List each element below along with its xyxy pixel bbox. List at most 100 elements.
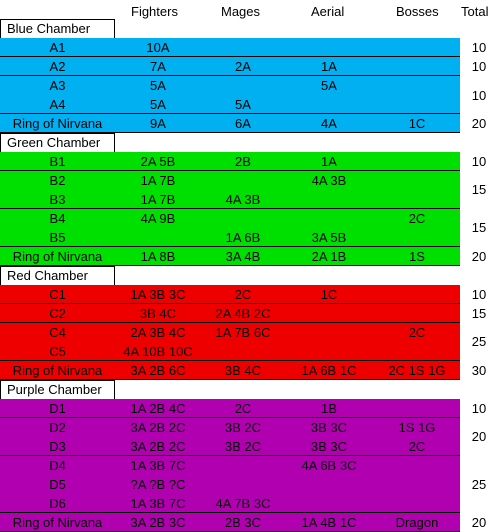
cell-name: D6 — [49, 496, 66, 511]
cell-name: B1 — [49, 154, 66, 169]
cell-bosses — [361, 95, 473, 114]
cell-fighters: 3A 2B 2C — [130, 420, 186, 435]
cell-name: Ring of Nirvana — [12, 116, 103, 131]
cell-mages: 3B 2C — [224, 420, 262, 435]
table-row: A2 7A 2A 1A — [0, 57, 500, 76]
cell-fighters: ?A ?B ?C — [130, 477, 186, 492]
row-band — [0, 304, 460, 323]
cell-name: Ring of Nirvana — [12, 363, 103, 378]
cell-fighters: 1A 8B — [140, 249, 176, 264]
total-value: 10 — [471, 287, 487, 302]
row-band — [0, 285, 460, 304]
cell-name: A4 — [49, 97, 66, 112]
total-value: 20 — [471, 249, 487, 264]
cell-fighters: 4A 10B 10C — [123, 344, 193, 359]
cell-name: D5 — [49, 477, 66, 492]
cell-name: B5 — [49, 230, 66, 245]
row-band — [0, 247, 460, 266]
cell-fighters: 3A 2B 2C — [130, 439, 186, 454]
cell-name: D2 — [49, 420, 66, 435]
table-row: C2 3B 4C 2A 4B 2C — [0, 304, 500, 323]
cell-fighters: 2A 5B — [140, 154, 176, 169]
cell-aerial: 3B 3C — [310, 420, 348, 435]
cell-aerial: 1A 4B 1C — [301, 515, 357, 530]
table-row: B5 1A 6B 3A 5B — [0, 228, 500, 247]
cell-fighters: 10A — [146, 40, 170, 55]
cell-name: D3 — [49, 439, 66, 454]
cell-fighters: 1A 7B — [140, 173, 176, 188]
cell-bosses — [361, 399, 473, 418]
cell-aerial: 1A — [321, 154, 337, 169]
row-band — [0, 418, 460, 456]
table-row: D4 1A 3B 7C 4A 6B 3C — [0, 456, 500, 475]
table-row: D1 1A 2B 4C 2C 1B — [0, 399, 500, 418]
cell-bosses: 2C 1S 1G — [388, 363, 446, 378]
table-row: C4 2A 3B 4C 1A 7B 6C 2C — [0, 323, 500, 342]
cell-name: Ring of Nirvana — [12, 249, 103, 264]
row-band — [0, 57, 460, 76]
cell-aerial: 3B 3C — [310, 439, 348, 454]
cell-aerial: 4A 6B 3C — [301, 458, 357, 473]
table-row: C1 1A 3B 3C 2C 1C — [0, 285, 500, 304]
cell-mages: 4A 7B 3C — [215, 496, 271, 511]
section-title: Blue Chamber — [0, 19, 115, 38]
row-band — [0, 361, 460, 380]
cell-fighters: 1A 3B 7C — [130, 458, 186, 473]
cell-name: B2 — [49, 173, 66, 188]
cell-aerial: 1A — [321, 59, 337, 74]
cell-name: A1 — [49, 40, 66, 55]
table-row: D5 ?A ?B ?C — [0, 475, 500, 494]
cell-fighters: 3A 2B 6C — [130, 363, 186, 378]
cell-fighters: 5A — [150, 97, 166, 112]
cell-mages: 2A 4B 2C — [215, 306, 271, 321]
total-value: 10 — [471, 154, 487, 169]
total-value: 15 — [471, 182, 487, 197]
total-value: 25 — [471, 334, 487, 349]
total-value: 20 — [471, 429, 487, 444]
cell-mages: 2A — [235, 59, 251, 74]
cell-mages: 2B 3C — [224, 515, 262, 530]
cell-aerial: 1A 6B 1C — [301, 363, 357, 378]
row-band — [0, 76, 460, 114]
total-value: 30 — [471, 363, 487, 378]
total-value: 10 — [471, 40, 487, 55]
cell-mages: 3B 2C — [224, 439, 262, 454]
header-total: Total — [461, 4, 489, 19]
cell-fighters: 4A 9B — [140, 211, 176, 226]
row-band — [0, 38, 460, 57]
row-band — [0, 152, 460, 171]
cell-bosses — [361, 190, 473, 209]
cell-mages: 6A — [235, 116, 251, 131]
table-row: B4 4A 9B 2C — [0, 209, 500, 228]
section-title: Green Chamber — [0, 133, 115, 152]
cell-bosses — [361, 76, 473, 95]
total-value: 25 — [471, 477, 487, 492]
cell-aerial: 5A — [321, 78, 337, 93]
cell-fighters: 9A — [150, 116, 166, 131]
column-header-row: Fighters Mages Aerial Bosses Total — [0, 0, 500, 19]
cell-bosses: 2C — [408, 211, 426, 226]
cell-bosses: 2C — [408, 325, 426, 340]
table-row: Ring of Nirvana 9A 6A 4A 1C — [0, 114, 500, 133]
table-row: Ring of Nirvana 1A 8B 3A 4B 2A 1B 1S — [0, 247, 500, 266]
table-row: D3 3A 2B 2C 3B 2C 3B 3C 2C — [0, 437, 500, 456]
total-value: 10 — [471, 59, 487, 74]
cell-bosses — [361, 342, 473, 361]
header-mages: Mages — [221, 4, 261, 19]
cell-mages: 3B 4C — [224, 363, 262, 378]
table-row: Ring of Nirvana 3A 2B 6C 3B 4C 1A 6B 1C … — [0, 361, 500, 380]
total-value: 15 — [471, 220, 487, 235]
cell-name: B4 — [49, 211, 66, 226]
cell-bosses — [361, 228, 473, 247]
cell-name: D1 — [49, 401, 66, 416]
cell-fighters: 5A — [150, 78, 166, 93]
table-row: A1 10A — [0, 38, 500, 57]
header-bosses: Bosses — [396, 4, 439, 19]
row-band — [0, 209, 460, 247]
row-band — [0, 399, 460, 418]
cell-mages: 1A 6B — [225, 230, 261, 245]
cell-fighters: 7A — [150, 59, 166, 74]
cell-aerial: 4A — [321, 116, 337, 131]
cell-name: D4 — [49, 458, 66, 473]
cell-fighters: 3A 2B 3C — [130, 515, 186, 530]
